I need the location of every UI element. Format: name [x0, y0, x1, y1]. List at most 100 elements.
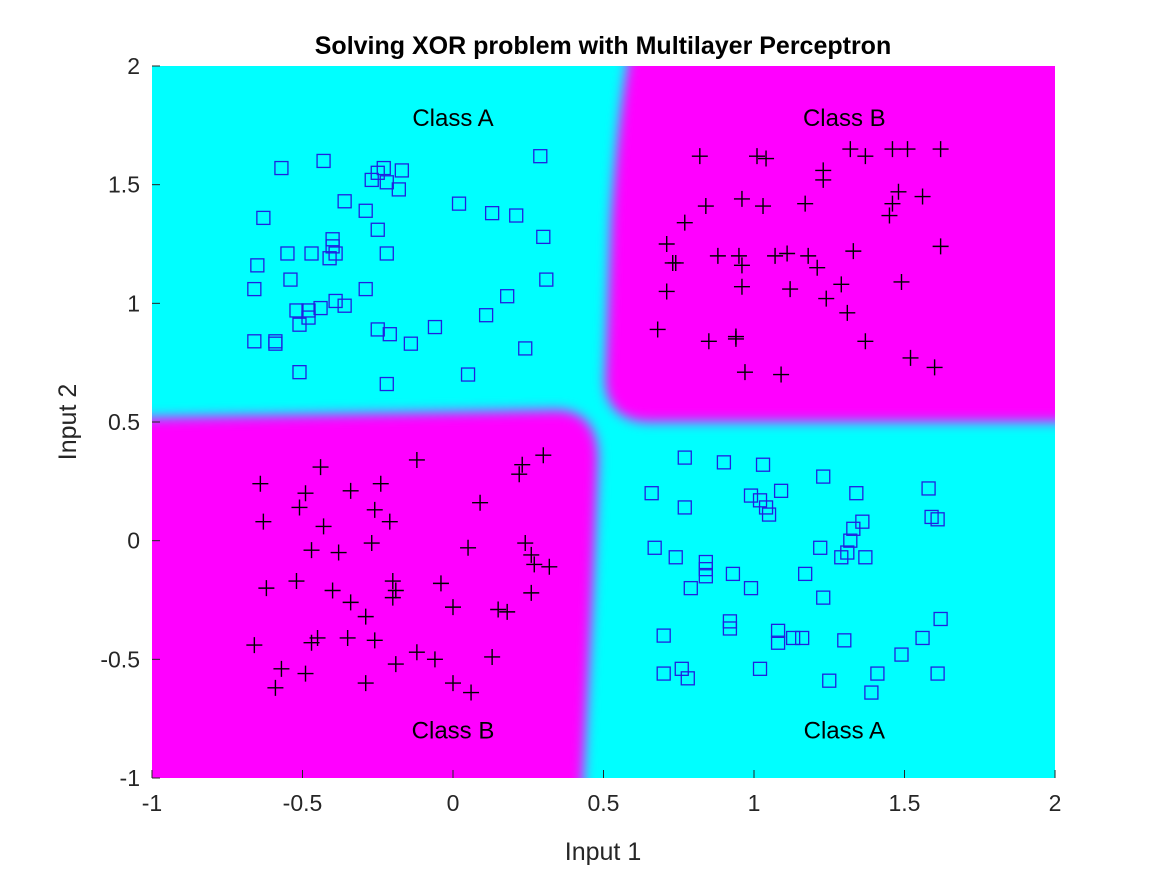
- plus-point: [315, 518, 332, 535]
- square-point: [451, 196, 467, 211]
- plus-point: [363, 535, 380, 552]
- plus-point: [463, 684, 480, 701]
- plus-point: [366, 501, 383, 518]
- x-tick-label: 2: [1049, 790, 1062, 816]
- x-tick-label: 0: [447, 790, 460, 816]
- square-point: [539, 272, 554, 287]
- square-point: [280, 246, 295, 261]
- square-point: [870, 666, 885, 681]
- plus-point: [384, 589, 401, 606]
- plus-point: [523, 584, 540, 601]
- plus-point: [773, 366, 790, 383]
- square-point: [644, 486, 659, 501]
- square-point: [930, 666, 945, 681]
- plus-point: [324, 582, 341, 599]
- region-label: Class B: [412, 718, 495, 745]
- square-point: [250, 258, 265, 273]
- plus-point: [297, 665, 314, 682]
- square-point: [656, 628, 671, 643]
- plus-point: [932, 238, 949, 255]
- plus-point: [514, 456, 531, 473]
- square-point: [656, 666, 671, 681]
- square-point: [770, 635, 786, 650]
- plus-point: [932, 141, 949, 158]
- region-label: Class B: [803, 105, 886, 132]
- plus-point: [535, 447, 552, 464]
- plus-point: [815, 171, 832, 188]
- plus-point: [884, 141, 901, 158]
- square-point: [313, 300, 328, 316]
- square-point: [394, 163, 409, 178]
- square-point: [460, 367, 476, 382]
- plus-point: [845, 243, 862, 260]
- plus-point: [330, 544, 347, 561]
- y-tick-label: 1: [127, 290, 140, 316]
- square-point: [785, 630, 801, 646]
- square-point: [536, 229, 551, 245]
- square-point: [834, 550, 849, 565]
- chart-title: Solving XOR problem with Multilayer Perc…: [315, 32, 891, 60]
- square-point: [761, 507, 777, 522]
- plus-point: [926, 359, 943, 376]
- y-axis: -1 -0.5 0 0.5 1 1.5 2: [100, 53, 160, 791]
- plus-point: [733, 257, 750, 274]
- plus-point: [730, 247, 747, 264]
- y-tick-label: -0.5: [100, 646, 140, 672]
- plus-point: [736, 364, 753, 381]
- square-point: [677, 450, 692, 465]
- plus-point: [797, 195, 814, 212]
- class-b-region-top-right: [605, 66, 1055, 422]
- plus-point: [499, 603, 516, 620]
- square-point: [379, 246, 394, 261]
- square-point: [816, 469, 831, 484]
- plus-point: [445, 599, 461, 616]
- x-axis: -1 -0.5 0 0.5 1 1.5 2: [142, 770, 1062, 816]
- square-point: [677, 500, 692, 515]
- square-point: [849, 486, 864, 501]
- plus-point: [252, 475, 269, 492]
- plus-point: [779, 245, 796, 262]
- plus-point: [733, 190, 750, 207]
- plus-point: [767, 247, 784, 264]
- plus-point: [800, 247, 817, 264]
- plus-point: [667, 254, 684, 271]
- y-tick-label: 1.5: [108, 172, 140, 198]
- plus-point: [884, 195, 901, 212]
- square-point: [858, 550, 873, 565]
- square-point: [533, 149, 548, 164]
- square-point: [921, 481, 936, 496]
- plus-point: [899, 141, 916, 158]
- plus-point: [839, 304, 856, 321]
- square-point: [915, 630, 930, 646]
- plus-point: [697, 198, 714, 215]
- square-point: [755, 457, 771, 472]
- square-point: [328, 293, 343, 309]
- square-point: [484, 205, 500, 221]
- plus-point: [727, 328, 744, 345]
- plus-point: [700, 333, 717, 350]
- square-point: [668, 550, 683, 565]
- y-tick-label: 0: [127, 528, 140, 554]
- square-point: [268, 336, 283, 351]
- plus-point: [357, 675, 374, 692]
- plus-point: [342, 594, 359, 611]
- square-point: [427, 319, 443, 335]
- square-point: [743, 580, 759, 596]
- square-point: [864, 685, 879, 700]
- region-labels: Class A Class B Class B Class A: [412, 105, 886, 744]
- plus-point: [749, 148, 766, 165]
- plus-point: [339, 629, 356, 646]
- x-tick-label: -0.5: [283, 790, 323, 816]
- square-point: [894, 647, 909, 662]
- square-point: [795, 630, 810, 646]
- square-point: [725, 566, 741, 582]
- plus-point: [842, 141, 859, 158]
- plus-point: [857, 333, 874, 350]
- plus-point: [890, 183, 907, 200]
- plus-point: [381, 513, 398, 530]
- plus-point: [833, 276, 850, 293]
- square-point: [752, 661, 768, 676]
- square-point: [382, 327, 397, 342]
- square-point: [930, 512, 945, 527]
